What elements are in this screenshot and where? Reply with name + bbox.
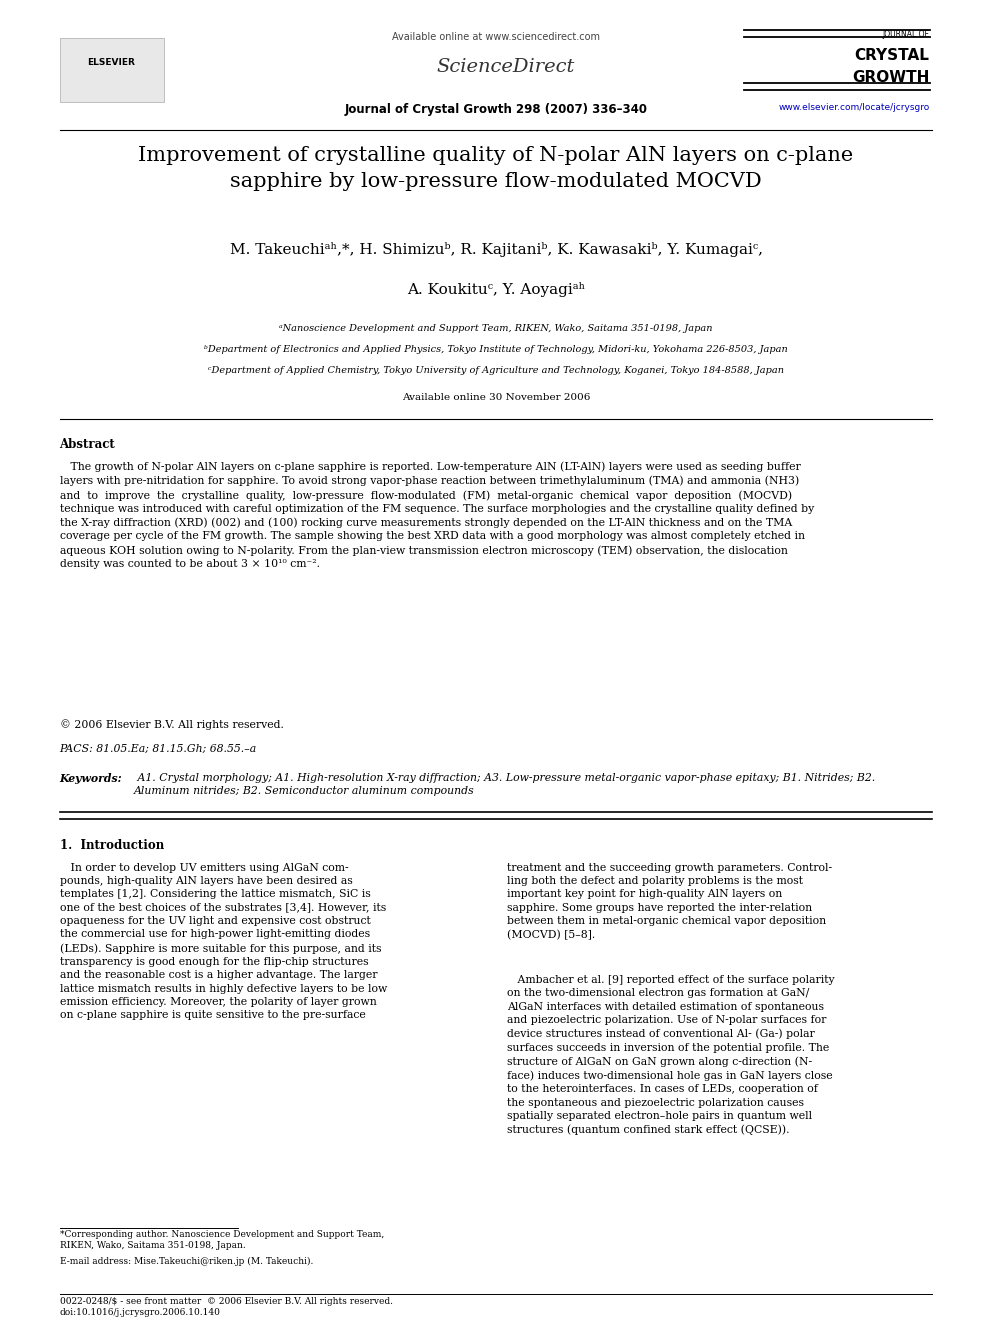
Text: PACS: 81.05.Ea; 81.15.Gh; 68.55.–a: PACS: 81.05.Ea; 81.15.Gh; 68.55.–a (60, 744, 257, 754)
Text: CRYSTAL: CRYSTAL (855, 48, 930, 62)
Text: GROWTH: GROWTH (852, 70, 930, 85)
Text: Ambacher et al. [9] reported effect of the surface polarity
on the two-dimension: Ambacher et al. [9] reported effect of t… (507, 975, 834, 1135)
Text: Available online 30 November 2006: Available online 30 November 2006 (402, 393, 590, 402)
Text: ScienceDirect: ScienceDirect (436, 58, 575, 77)
Text: Abstract: Abstract (60, 438, 115, 451)
Text: M. Takeuchiᵃʰ,*, H. Shimizuᵇ, R. Kajitaniᵇ, K. Kawasakiᵇ, Y. Kumagaiᶜ,: M. Takeuchiᵃʰ,*, H. Shimizuᵇ, R. Kajitan… (229, 242, 763, 257)
Text: A. Koukituᶜ, Y. Aoyagiᵃʰ: A. Koukituᶜ, Y. Aoyagiᵃʰ (407, 282, 585, 296)
Text: Journal of Crystal Growth 298 (2007) 336–340: Journal of Crystal Growth 298 (2007) 336… (344, 103, 648, 116)
Text: The growth of N-polar AlN layers on c-plane sapphire is reported. Low-temperatur: The growth of N-polar AlN layers on c-pl… (60, 462, 813, 569)
Text: In order to develop UV emitters using AlGaN com-
pounds, high-quality AlN layers: In order to develop UV emitters using Al… (60, 863, 387, 1020)
Text: ᶜDepartment of Applied Chemistry, Tokyo University of Agriculture and Technology: ᶜDepartment of Applied Chemistry, Tokyo … (208, 366, 784, 376)
Text: 0022-0248/$ - see front matter  © 2006 Elsevier B.V. All rights reserved.
doi:10: 0022-0248/$ - see front matter © 2006 El… (60, 1297, 393, 1316)
Text: 1.  Introduction: 1. Introduction (60, 839, 164, 852)
Text: Available online at www.sciencedirect.com: Available online at www.sciencedirect.co… (392, 32, 600, 42)
Text: Keywords:: Keywords: (60, 773, 122, 783)
Text: www.elsevier.com/locate/jcrysgro: www.elsevier.com/locate/jcrysgro (779, 103, 930, 112)
Text: © 2006 Elsevier B.V. All rights reserved.: © 2006 Elsevier B.V. All rights reserved… (60, 720, 284, 730)
Bar (60, 38, 164, 102)
Text: Improvement of crystalline quality of N-polar AlN layers on c-plane
sapphire by : Improvement of crystalline quality of N-… (138, 146, 854, 191)
Text: treatment and the succeeding growth parameters. Control-
ling both the defect an: treatment and the succeeding growth para… (507, 863, 832, 939)
Text: A1. Crystal morphology; A1. High-resolution X-ray diffraction; A3. Low-pressure : A1. Crystal morphology; A1. High-resolut… (134, 773, 875, 796)
Text: JOURNAL OF: JOURNAL OF (883, 30, 930, 40)
Text: *Corresponding author. Nanoscience Development and Support Team,
RIKEN, Wako, Sa: *Corresponding author. Nanoscience Devel… (60, 1230, 384, 1250)
Text: ᵇDepartment of Electronics and Applied Physics, Tokyo Institute of Technology, M: ᵇDepartment of Electronics and Applied P… (204, 345, 788, 355)
Text: ELSEVIER: ELSEVIER (87, 58, 135, 66)
Text: E-mail address: Mise.Takeuchi@riken.jp (M. Takeuchi).: E-mail address: Mise.Takeuchi@riken.jp (… (60, 1257, 312, 1266)
Text: ᵃNanoscience Development and Support Team, RIKEN, Wako, Saitama 351-0198, Japan: ᵃNanoscience Development and Support Tea… (280, 324, 712, 333)
